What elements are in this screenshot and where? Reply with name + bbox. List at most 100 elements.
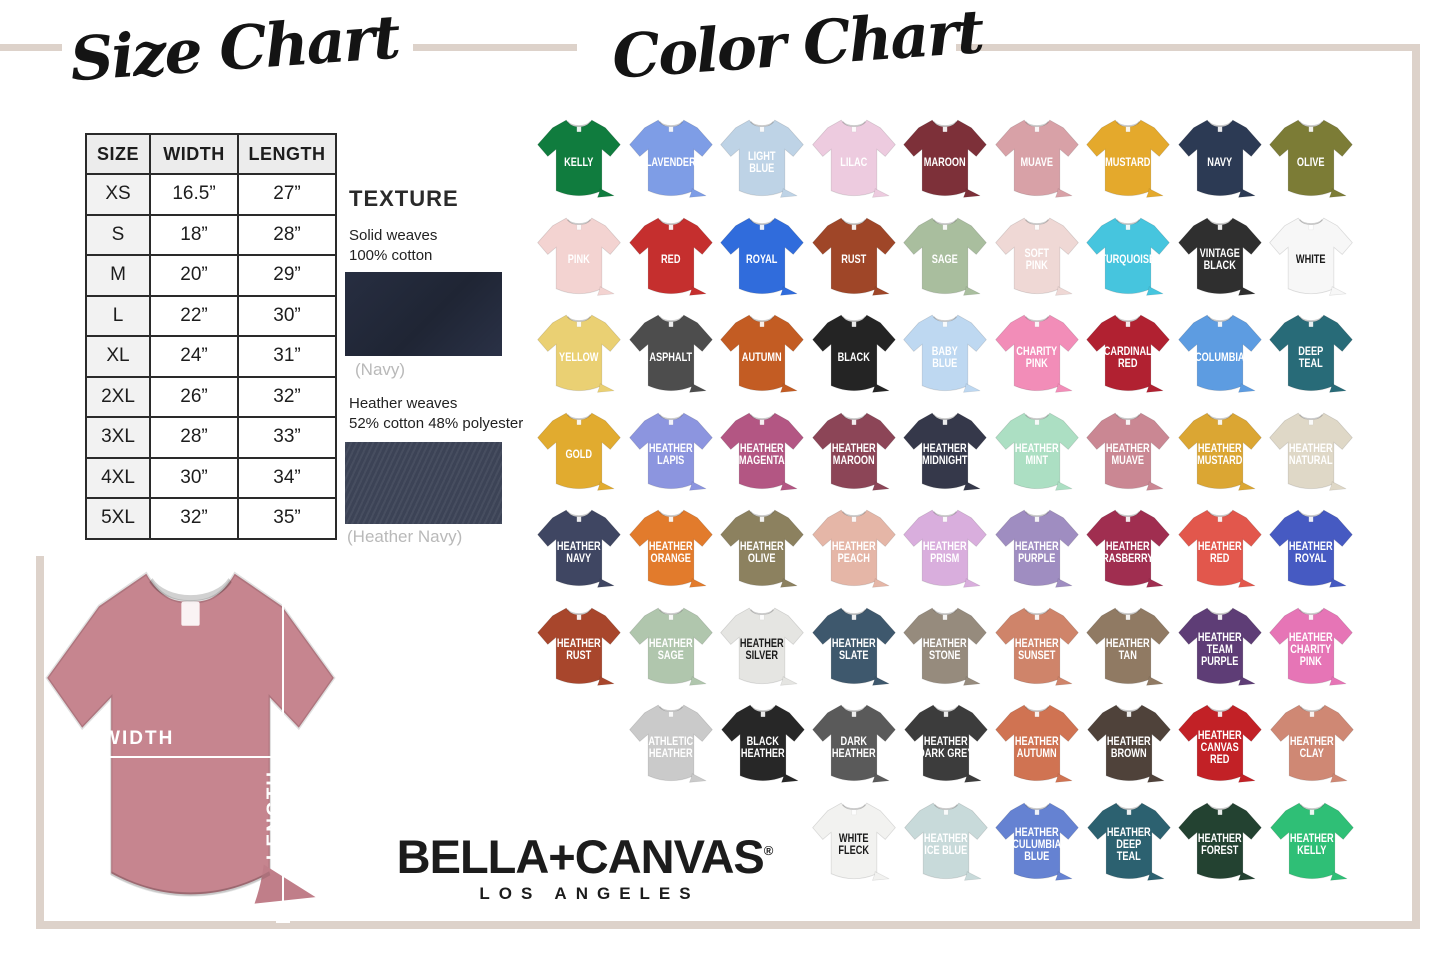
color-row-7: ATHLETIC HEATHER BLACK HEATHER DARK HEAT… [533, 697, 1357, 795]
size-cell: 31” [237, 335, 337, 378]
color-label-dark-heather: DARK HEATHER [831, 735, 876, 760]
color-swatch-heather-slate: HEATHER SLATE [808, 600, 900, 698]
brand-block: BELLA+CANVAS® LOS ANGELES [362, 833, 808, 904]
size-chart-title: Size Chart [67, 2, 401, 96]
color-row-5: HEATHER NAVY HEATHER ORANGE HEATHER OLIV… [533, 502, 1357, 600]
color-label-heather-magenta: HEATHER MAGENTA [738, 443, 785, 468]
tshirt-icon [811, 217, 896, 296]
color-label-royal: ROYAL [746, 254, 778, 267]
color-label-heather-sage: HEATHER SAGE [648, 638, 693, 663]
size-cell: 5XL [85, 497, 151, 540]
length-measure-line [276, 574, 290, 923]
tshirt-icon [629, 704, 713, 783]
color-swatch-heather-charity-pink: HEATHER CHARITY PINK [1265, 600, 1357, 698]
tshirt-icon [1086, 802, 1171, 881]
color-label-white: WHITE [1295, 254, 1326, 267]
color-swatch-dark-heather: DARK HEATHER [808, 697, 900, 795]
color-swatch-kelly: KELLY [533, 112, 625, 210]
color-swatch-royal: ROYAL [716, 210, 808, 308]
color-swatch-athletic-heather: ATHLETIC HEATHER [625, 697, 717, 795]
color-swatch-heather-midnight: HEATHER MIDNIGHT [899, 405, 991, 503]
size-cell: 32” [237, 375, 337, 418]
color-label-heather-midnight: HEATHER MIDNIGHT [922, 443, 968, 468]
color-swatch-heather-olive: HEATHER OLIVE [716, 502, 808, 600]
color-swatch-heather-mustard: HEATHER MUSTARD [1174, 405, 1266, 503]
color-label-columbia: COLUMBIA [1194, 351, 1245, 364]
size-cell: 30” [237, 294, 337, 337]
color-label-heather-royal: HEATHER ROYAL [1288, 540, 1333, 565]
size-row-s: S 18” 28” [85, 213, 337, 256]
frame-line-top-left [0, 44, 62, 51]
tshirt-icon [628, 119, 713, 198]
tshirt-icon [628, 509, 713, 588]
color-label-lavender: LAVENDER [645, 156, 696, 169]
size-row-5xl: 5XL 32” 35” [85, 497, 337, 540]
color-swatch-heather-rust: HEATHER RUST [533, 600, 625, 698]
tshirt-icon [1177, 217, 1262, 296]
size-cell: XL [85, 335, 151, 378]
color-swatch-heather-tan: HEATHER TAN [1082, 600, 1174, 698]
color-row-6: HEATHER RUST HEATHER SAGE HEATHER SILVER… [533, 600, 1357, 698]
color-label-gold: GOLD [565, 449, 593, 462]
color-swatch-lavender: LAVENDER [625, 112, 717, 210]
color-swatch-vintage-black: VINTAGE BLACK [1174, 210, 1266, 308]
tshirt-icon [903, 217, 987, 296]
color-swatch-lilac: LILAC [808, 112, 900, 210]
texture-solid-text: Solid weaves 100% cotton [349, 226, 437, 266]
tshirt-icon [1086, 704, 1171, 783]
size-row-m: M 20” 29” [85, 254, 337, 297]
color-swatch-pink: PINK [533, 210, 625, 308]
tshirt-icon [995, 704, 1079, 783]
size-row-xs: XS 16.5” 27” [85, 173, 337, 216]
tshirt-icon [1269, 217, 1353, 296]
tshirt-icon [1086, 314, 1170, 393]
tshirt-icon [1178, 704, 1262, 783]
color-swatch-sage: SAGE [899, 210, 991, 308]
frame-line-top-middle [413, 44, 577, 51]
tshirt-icon [903, 509, 987, 588]
width-measure-line [95, 750, 322, 765]
color-swatch-heather-orange: HEATHER ORANGE [625, 502, 717, 600]
color-label-autumn: AUTUMN [741, 351, 782, 364]
tshirt-icon [628, 607, 713, 686]
length-label: LENGTH [264, 770, 285, 861]
color-label-turquoise: TURQUOISE [1100, 254, 1156, 267]
color-swatch-heather-muave: HEATHER MUAVE [1082, 405, 1174, 503]
tshirt-icon [1086, 217, 1170, 296]
size-table-body: XS 16.5” 27” S 18” 28” M 20” 29” L 22” 30” XL 24” 31” 2… [85, 173, 337, 540]
texture-heather-line1: Heather weaves [349, 395, 458, 412]
color-label-heather-rust: HEATHER RUST [556, 638, 601, 663]
size-table-header: SIZE WIDTH LENGTH [85, 133, 337, 175]
color-label-olive: OLIVE [1296, 156, 1325, 169]
color-swatch-heather-autumn: HEATHER AUTUMN [991, 697, 1083, 795]
color-swatch-turquoise: TURQUOISE [1082, 210, 1174, 308]
color-swatch-heather-prism: HEATHER PRISM [899, 502, 991, 600]
frame-line-left [36, 556, 44, 929]
color-swatch-heather-culumbia-blue: HEATHER CULUMBIA BLUE [991, 795, 1083, 893]
color-swatch-maroon: MAROON [899, 112, 991, 210]
brand-logo-text: BELLA+CANVAS [396, 830, 765, 883]
color-swatch-autumn: AUTUMN [716, 307, 808, 405]
size-cell: 22” [149, 294, 239, 337]
tshirt-icon [903, 802, 988, 881]
tshirt-icon [720, 509, 804, 588]
color-swatch-columbia: COLUMBIA [1174, 307, 1266, 405]
tshirt-icon [1269, 314, 1353, 393]
color-label-heather-prism: HEATHER PRISM [922, 540, 967, 565]
tshirt-icon [903, 314, 987, 393]
tshirt-icon [537, 119, 621, 198]
size-row-2xl: 2XL 26” 32” [85, 375, 337, 418]
color-label-heather-red: HEATHER RED [1197, 540, 1242, 565]
tshirt-icon [1086, 509, 1170, 588]
size-cell: 20” [149, 254, 239, 297]
navy-swatch-caption: (Navy) [355, 360, 406, 379]
size-cell: 30” [149, 456, 239, 499]
size-row-3xl: 3XL 28” 33” [85, 416, 337, 459]
tshirt-icon [994, 412, 1079, 491]
color-swatch-heather-natural: HEATHER NATURAL [1265, 405, 1357, 503]
texture-solid-line2: 100% cotton [349, 246, 433, 264]
color-label-baby-blue: BABY BLUE [931, 345, 958, 370]
color-swatch-heather-team-purple: HEATHER TEAM PURPLE [1174, 600, 1266, 698]
color-label-heather-mustard: HEATHER MUSTARD [1196, 443, 1242, 468]
tshirt-icon [1177, 509, 1262, 588]
